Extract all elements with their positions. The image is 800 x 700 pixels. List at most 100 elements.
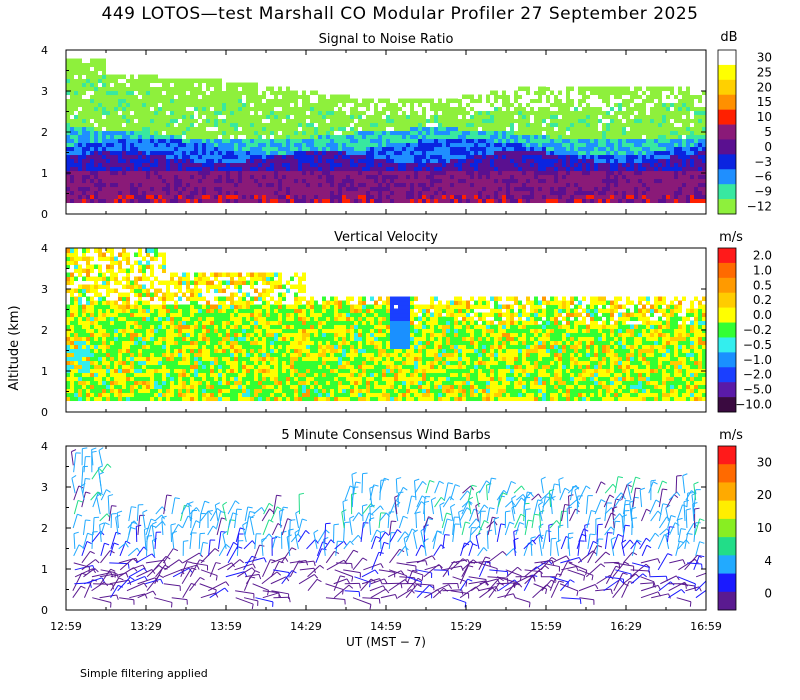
snr-cell xyxy=(162,94,166,100)
snr-cell xyxy=(166,158,170,164)
snr-cell xyxy=(590,98,594,104)
snr-cell xyxy=(142,130,146,136)
snr-cell xyxy=(170,182,174,188)
snr-colorbar-unit: dB xyxy=(720,30,737,45)
vv-cell xyxy=(86,392,90,398)
snr-cell xyxy=(122,118,126,124)
snr-cell xyxy=(474,166,478,172)
snr-cell xyxy=(238,102,242,108)
snr-cell xyxy=(566,174,570,180)
snr-cell xyxy=(494,122,498,128)
vv-cell xyxy=(74,300,78,306)
snr-cell xyxy=(566,138,570,144)
snr-cell xyxy=(678,182,682,188)
vv-cell xyxy=(102,316,106,322)
snr-cell xyxy=(626,170,630,176)
snr-cell xyxy=(322,142,326,148)
snr-cell xyxy=(250,130,254,136)
snr-cell xyxy=(106,78,110,84)
snr-cell xyxy=(330,166,334,172)
snr-cell xyxy=(582,86,586,92)
snr-cell xyxy=(458,102,462,108)
snr-cell xyxy=(210,118,214,124)
snr-cell xyxy=(210,110,214,116)
snr-cell xyxy=(302,190,306,196)
snr-cell xyxy=(142,78,146,84)
snr-cell xyxy=(370,186,374,192)
vv-cell xyxy=(86,372,90,378)
snr-cell xyxy=(206,90,210,96)
snr-cell xyxy=(250,126,254,132)
snr-cell xyxy=(566,126,570,132)
snr-cell xyxy=(282,154,286,160)
snr-cell xyxy=(534,166,538,172)
snr-cell xyxy=(230,86,234,92)
snr-cell xyxy=(662,198,666,204)
snr-cell xyxy=(126,78,130,84)
snr-cell xyxy=(294,146,298,152)
snr-cell xyxy=(78,122,82,128)
snr-cell xyxy=(282,178,286,184)
snr-cell xyxy=(574,182,578,188)
snr-cell xyxy=(234,130,238,136)
snr-cell xyxy=(698,194,702,200)
snr-cell xyxy=(554,94,558,100)
snr-cell xyxy=(426,106,430,112)
snr-cell xyxy=(486,150,490,156)
snr-cell xyxy=(698,174,702,180)
vv-cell xyxy=(94,336,98,342)
snr-cell xyxy=(138,130,142,136)
snr-cell xyxy=(242,122,246,128)
vv-cell xyxy=(94,356,98,362)
snr-cell xyxy=(434,198,438,204)
snr-cell xyxy=(490,162,494,168)
snr-cell xyxy=(78,150,82,156)
snr-cell xyxy=(394,186,398,192)
snr-cell xyxy=(242,134,246,140)
snr-cell xyxy=(322,134,326,140)
snr-cell xyxy=(606,118,610,124)
snr-cell xyxy=(698,186,702,192)
snr-cell xyxy=(698,190,702,196)
vv-cell xyxy=(66,380,70,386)
snr-cell xyxy=(534,118,538,124)
snr-cell xyxy=(366,174,370,180)
snr-cell xyxy=(366,130,370,136)
snr-cell xyxy=(466,130,470,136)
snr-cell xyxy=(434,146,438,152)
snr-cell xyxy=(450,170,454,176)
snr-cell xyxy=(642,106,646,112)
snr-cell xyxy=(682,186,686,192)
snr-cell xyxy=(238,182,242,188)
snr-cell xyxy=(518,114,522,120)
snr-cell xyxy=(614,146,618,152)
vv-cell xyxy=(94,304,98,310)
snr-cell xyxy=(694,150,698,156)
snr-cell xyxy=(106,186,110,192)
snr-cell xyxy=(694,134,698,140)
snr-cell xyxy=(446,118,450,124)
snr-cell xyxy=(450,114,454,120)
snr-cell xyxy=(142,186,146,192)
snr-cell xyxy=(314,190,318,196)
snr-cell xyxy=(150,102,154,108)
snr-cell xyxy=(374,130,378,136)
snr-cell xyxy=(674,186,678,192)
snr-cell xyxy=(190,186,194,192)
snr-cell xyxy=(178,154,182,160)
snr-cell xyxy=(606,182,610,188)
snr-cell xyxy=(74,186,78,192)
snr-cell xyxy=(314,122,318,128)
snr-cell xyxy=(666,166,670,172)
snr-cell xyxy=(322,118,326,124)
vv-cell xyxy=(66,260,70,266)
snr-cell xyxy=(114,186,118,192)
snr-cell xyxy=(214,158,218,164)
snr-cell xyxy=(634,166,638,172)
vv-cell xyxy=(78,296,82,302)
snr-cell xyxy=(294,182,298,188)
snr-cell xyxy=(186,126,190,132)
snr-cell xyxy=(358,130,362,136)
vv-cell xyxy=(94,284,98,290)
snr-cell xyxy=(146,130,150,136)
